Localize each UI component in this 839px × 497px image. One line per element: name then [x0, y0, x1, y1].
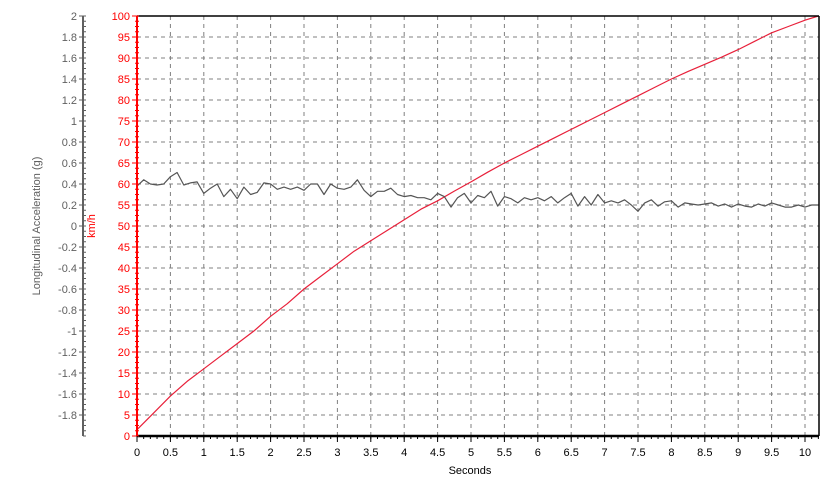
x-axis-tick-label: 10: [799, 447, 811, 459]
speed-axis-tick-label: 20: [118, 347, 130, 359]
left-axis-tick-label: -1.6: [58, 389, 77, 401]
x-axis-tick-label: 1.5: [230, 447, 245, 459]
speed-axis-tick-label: 100: [112, 11, 130, 23]
left-axis-tick-label: -1.8: [58, 410, 77, 422]
speed-axis-tick-label: 95: [118, 32, 130, 44]
x-axis-tick-label: 9.5: [764, 447, 779, 459]
x-axis-tick-label: 7.5: [630, 447, 645, 459]
speed-line: [136, 15, 819, 431]
speed-axis-tick-label: 0: [124, 431, 130, 443]
speed-axis-tick-label: 30: [118, 305, 130, 317]
left-axis-tick-label: 1.8: [62, 32, 77, 44]
left-axis-tick-label: 0.8: [62, 137, 77, 149]
speed-axis-tick-label: 80: [118, 95, 130, 107]
left-axis-tick-label: -0.2: [58, 242, 77, 254]
plot-series: [136, 15, 819, 431]
x-axis-tick-label: 4.5: [430, 447, 445, 459]
x-axis-tick-label: 9: [735, 447, 741, 459]
x-axis-tick-label: 0: [134, 447, 140, 459]
speed-axis-tick-label: 15: [118, 368, 130, 380]
x-axis-tick-label: 3.5: [363, 447, 378, 459]
speed-axis-tick-label: 10: [118, 389, 130, 401]
speed-axis-tick-label: 50: [118, 221, 130, 233]
left-axis-tick-label: 0.4: [62, 179, 77, 191]
speed-axis-tick-label: 70: [118, 137, 130, 149]
speed-axis-tick-label: 25: [118, 326, 130, 338]
x-axis-tick-label: 5: [468, 447, 474, 459]
grid: [137, 16, 819, 436]
x-axis-tick-label: 5.5: [497, 447, 512, 459]
left-axis-title: Longitudinal Acceleration (g): [31, 157, 43, 296]
x-axis-tick-label: 1: [201, 447, 207, 459]
left-axis-tick-label: -0.6: [58, 284, 77, 296]
speed-axis-tick-label: 85: [118, 74, 130, 86]
x-axis-tick-label: 6: [535, 447, 541, 459]
acceleration-line: [136, 171, 819, 212]
x-axis-tick-label: 2.5: [296, 447, 311, 459]
left-axis-tick-label: 0.6: [62, 158, 77, 170]
left-axis-acceleration: 2 1.8 1.6 1.4 1.2 1 0.8 0.6 0.4 0.2 0 -0.2 -0.4 -0.6 -…: [58, 11, 86, 437]
x-axis-tick-label: 6.5: [564, 447, 579, 459]
x-axis-tick-label: 2: [268, 447, 274, 459]
speed-axis-tick-label: 55: [118, 200, 130, 212]
x-axis-tick-label: 8.5: [697, 447, 712, 459]
left-axis-tick-label: 1: [71, 116, 77, 128]
left-axis-tick-label: 0.2: [62, 200, 77, 212]
x-axis-seconds: 0 0.5 1 1.5 2 2.5 3 3.5 4 4.5 5 5.5 6 6.5 7 7.5 8 8.5 9 9.5…: [134, 436, 819, 459]
x-axis-tick-label: 7: [602, 447, 608, 459]
x-axis-tick-label: 8: [668, 447, 674, 459]
left-axis-tick-label: 1.2: [62, 95, 77, 107]
left-axis-tick-label: -1.4: [58, 368, 77, 380]
x-axis-tick-label: 3: [334, 447, 340, 459]
speed-axis-tick-label: 65: [118, 158, 130, 170]
x-axis-tick-label: 0.5: [163, 447, 178, 459]
x-axis-title: Seconds: [449, 465, 492, 477]
speed-axis-tick-label: 60: [118, 179, 130, 191]
left-axis-tick-label: 1.6: [62, 53, 77, 65]
speed-axis-title: km/h: [86, 214, 98, 238]
left-axis-tick-label: -1: [67, 326, 77, 338]
speed-axis-tick-label: 40: [118, 263, 130, 275]
left-axis-tick-label: 2: [71, 11, 77, 23]
speed-axis-tick-label: 35: [118, 284, 130, 296]
speed-axis-tick-label: 45: [118, 242, 130, 254]
left-axis-tick-label: -0.8: [58, 305, 77, 317]
left-axis-tick-label: -1.2: [58, 347, 77, 359]
left-axis-tick-label: -0.4: [58, 263, 77, 275]
speed-axis-tick-label: 75: [118, 116, 130, 128]
inner-axis-speed: 1009590858075706560555045403530252015105…: [112, 11, 139, 443]
x-axis-tick-label: 4: [401, 447, 407, 459]
left-axis-tick-label: 0: [71, 221, 77, 233]
left-axis-tick-label: 1.4: [62, 74, 77, 86]
speed-axis-tick-label: 90: [118, 53, 130, 65]
speed-axis-tick-label: 5: [124, 410, 130, 422]
